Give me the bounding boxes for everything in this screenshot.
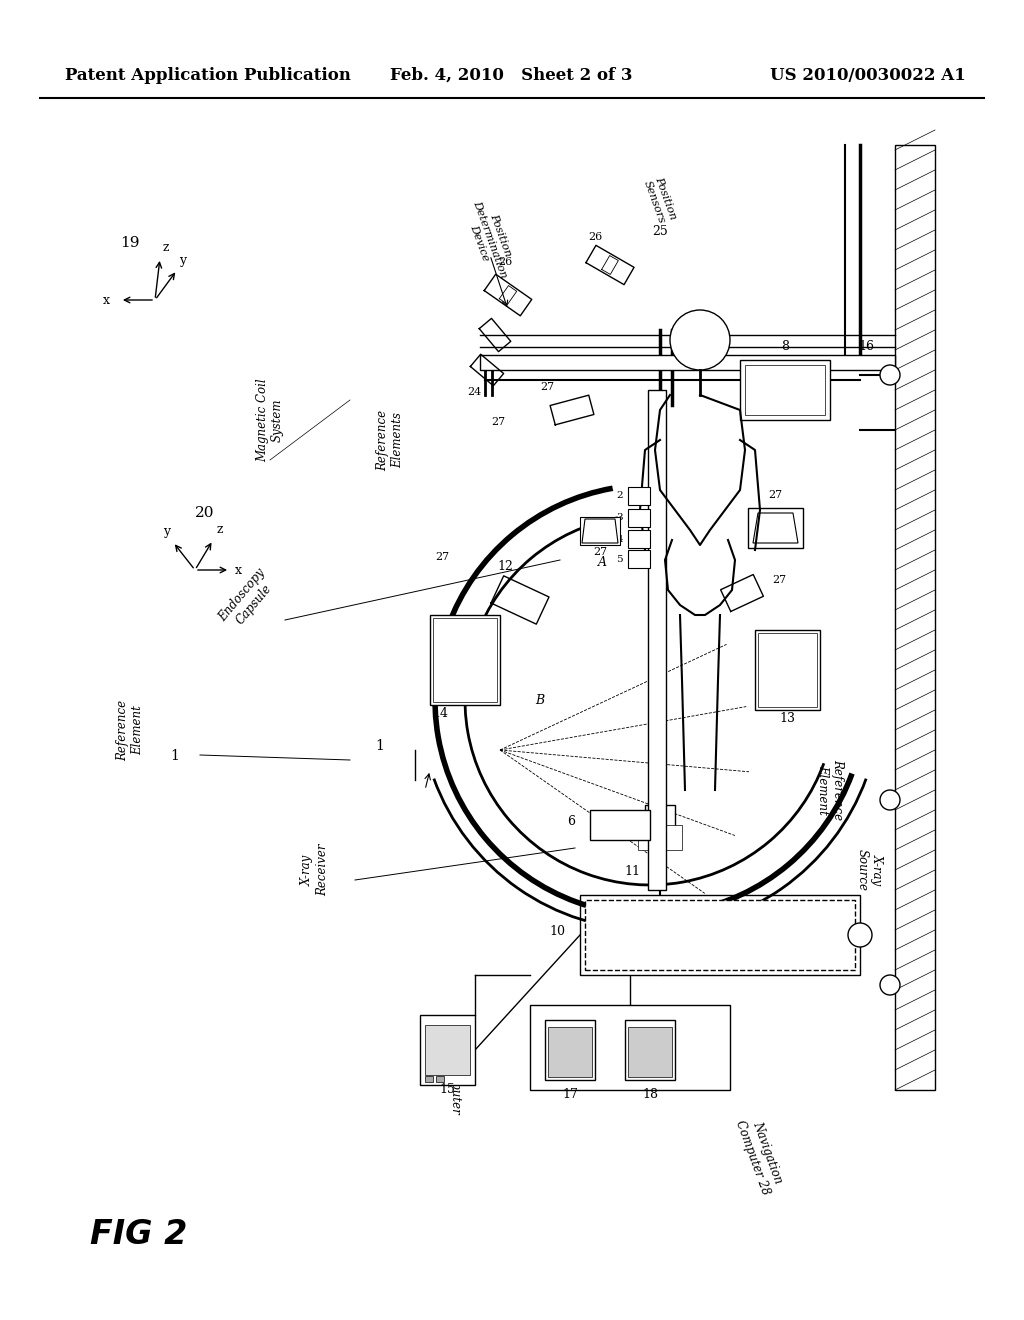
Text: 8: 8 [781,341,790,352]
Text: 17: 17 [562,1088,578,1101]
Bar [638,825,682,850]
Text: x: x [234,564,242,577]
Text: Navigation
Computer 28: Navigation Computer 28 [733,1113,786,1197]
Bar [748,508,803,548]
Text: Position
Determination
Device: Position Determination Device [461,195,519,282]
Text: 12: 12 [497,560,513,573]
Bar [745,366,825,414]
Text: 27: 27 [772,576,786,585]
Bar [548,1027,592,1077]
Bar [628,531,650,548]
Text: 26: 26 [498,257,512,267]
Text: Reference
Elements: Reference Elements [376,409,404,470]
Text: Magnetic Coil
System: Magnetic Coil System [256,379,284,462]
Text: y: y [179,253,186,267]
Bar [628,510,650,527]
Bar [740,360,830,420]
Text: 5: 5 [616,554,623,564]
Text: z: z [217,523,223,536]
Bar [530,1005,730,1090]
Bar [436,1076,444,1082]
Bar [590,810,650,840]
Text: Feb. 4, 2010   Sheet 2 of 3: Feb. 4, 2010 Sheet 2 of 3 [390,66,633,83]
Bar [755,630,820,710]
Text: B: B [536,693,545,706]
Text: 25: 25 [652,224,668,238]
Circle shape [848,923,872,946]
Text: 19: 19 [120,236,139,249]
Bar [585,900,855,970]
Text: FIG 2: FIG 2 [90,1218,187,1251]
Bar [580,895,860,975]
Text: 15: 15 [439,1082,455,1096]
Text: 13: 13 [779,711,795,725]
Text: 4: 4 [616,535,623,544]
Text: Computer: Computer [449,1055,462,1115]
Circle shape [880,975,900,995]
Text: 11: 11 [624,865,640,878]
Text: 3: 3 [616,513,623,523]
Text: 18: 18 [642,1088,658,1101]
Bar [628,487,650,506]
Text: 27: 27 [490,417,505,426]
Text: 27: 27 [540,381,554,392]
Text: 6: 6 [567,814,575,828]
Bar [430,615,500,705]
Text: X-ray
Source: X-ray Source [856,849,884,891]
Text: 26: 26 [588,232,602,242]
Text: y: y [163,525,170,539]
Text: 14: 14 [432,708,449,719]
Text: X-ray
Receiver: X-ray Receiver [301,843,329,896]
Bar [758,634,817,708]
Circle shape [880,366,900,385]
Text: 20: 20 [196,506,215,520]
Text: x: x [103,293,110,306]
Text: 27: 27 [435,552,450,562]
Bar [628,1027,672,1077]
Text: US 2010/0030022 A1: US 2010/0030022 A1 [770,66,966,83]
Bar [645,805,675,845]
Bar [425,1076,433,1082]
Text: Endoscopy
Capsule: Endoscopy Capsule [216,566,280,634]
Text: 1: 1 [376,739,384,752]
Text: A: A [597,557,606,569]
Bar [628,550,650,568]
Text: Patent Application Publication: Patent Application Publication [65,66,351,83]
Bar [625,1020,675,1080]
Bar [580,517,620,545]
Bar [648,389,666,890]
Text: 27: 27 [768,490,782,500]
Bar [480,355,895,370]
Circle shape [880,789,900,810]
Text: 2: 2 [616,491,623,500]
Text: 16: 16 [858,341,874,352]
Text: 1: 1 [171,748,179,763]
Text: 27: 27 [593,546,607,557]
Circle shape [670,310,730,370]
Text: Reference
Element: Reference Element [816,759,844,821]
Bar [433,618,497,702]
Text: 10: 10 [549,925,565,939]
Text: Position
Sensors: Position Sensors [642,176,678,224]
Bar [420,1015,475,1085]
Text: 24: 24 [468,387,482,397]
Text: 9: 9 [816,925,824,939]
Text: z: z [163,242,170,253]
Text: Reference
Element: Reference Element [116,700,144,760]
Bar [425,1026,470,1074]
Bar [895,145,935,1090]
Bar [545,1020,595,1080]
